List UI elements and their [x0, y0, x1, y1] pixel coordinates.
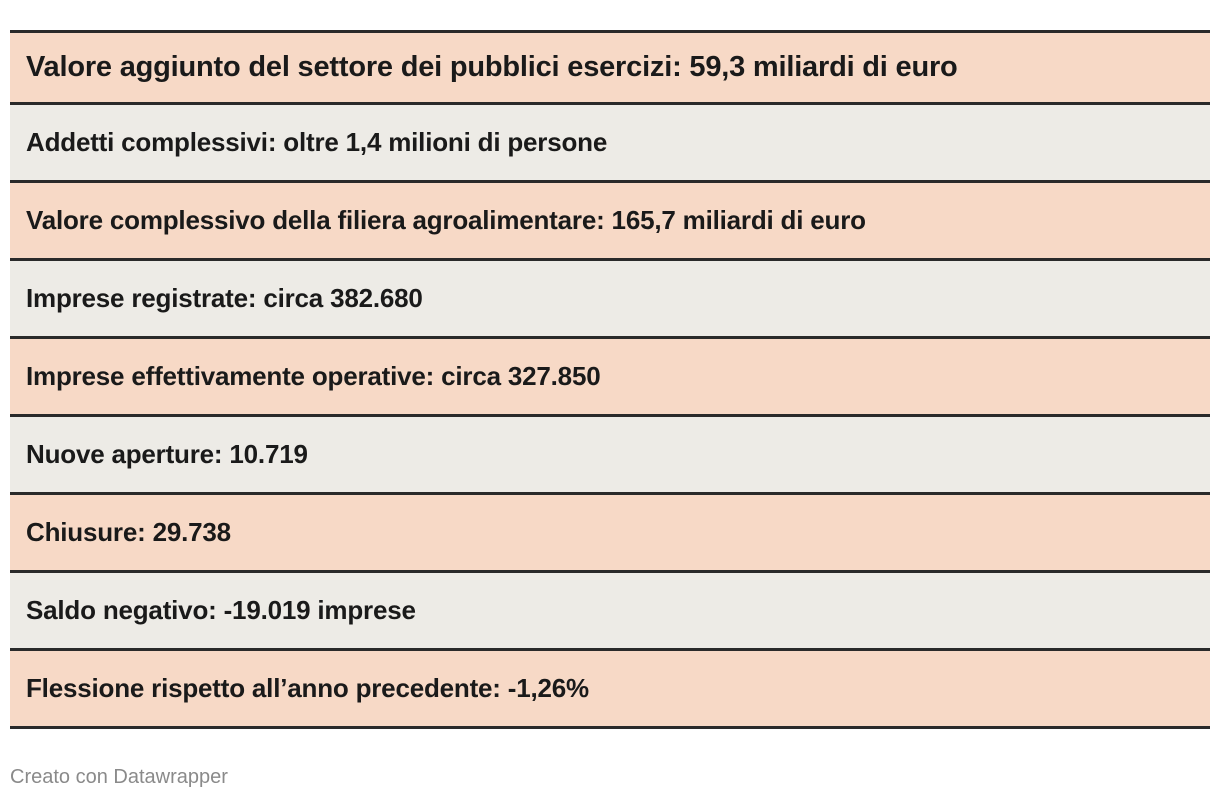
- table-row-valore-aggiunto: Valore aggiunto del settore dei pubblici…: [10, 33, 1210, 105]
- row-text: Flessione rispetto all’anno precedente: …: [26, 673, 589, 703]
- table-row-flessione: Flessione rispetto all’anno precedente: …: [10, 651, 1210, 729]
- datawrapper-credit[interactable]: Creato con Datawrapper: [10, 766, 228, 788]
- row-text: Addetti complessivi: oltre 1,4 milioni d…: [26, 127, 608, 157]
- row-text: Chiusure: 29.738: [26, 517, 231, 547]
- table-row-addetti: Addetti complessivi: oltre 1,4 milioni d…: [10, 105, 1210, 183]
- table-row-imprese-operative: Imprese effettivamente operative: circa …: [10, 339, 1210, 417]
- table-row-imprese-registrate: Imprese registrate: circa 382.680: [10, 261, 1210, 339]
- data-table: Valore aggiunto del settore dei pubblici…: [10, 30, 1210, 729]
- row-text: Saldo negativo: -19.019 imprese: [26, 595, 416, 625]
- row-text: Valore aggiunto del settore dei pubblici…: [26, 51, 958, 83]
- row-text: Valore complessivo della filiera agroali…: [26, 205, 866, 235]
- table-row-filiera: Valore complessivo della filiera agroali…: [10, 183, 1210, 261]
- table-row-saldo-negativo: Saldo negativo: -19.019 imprese: [10, 573, 1210, 651]
- row-text: Nuove aperture: 10.719: [26, 439, 308, 469]
- row-text: Imprese registrate: circa 382.680: [26, 283, 423, 313]
- table-row-chiusure: Chiusure: 29.738: [10, 495, 1210, 573]
- row-text: Imprese effettivamente operative: circa …: [26, 361, 601, 391]
- table-row-nuove-aperture: Nuove aperture: 10.719: [10, 417, 1210, 495]
